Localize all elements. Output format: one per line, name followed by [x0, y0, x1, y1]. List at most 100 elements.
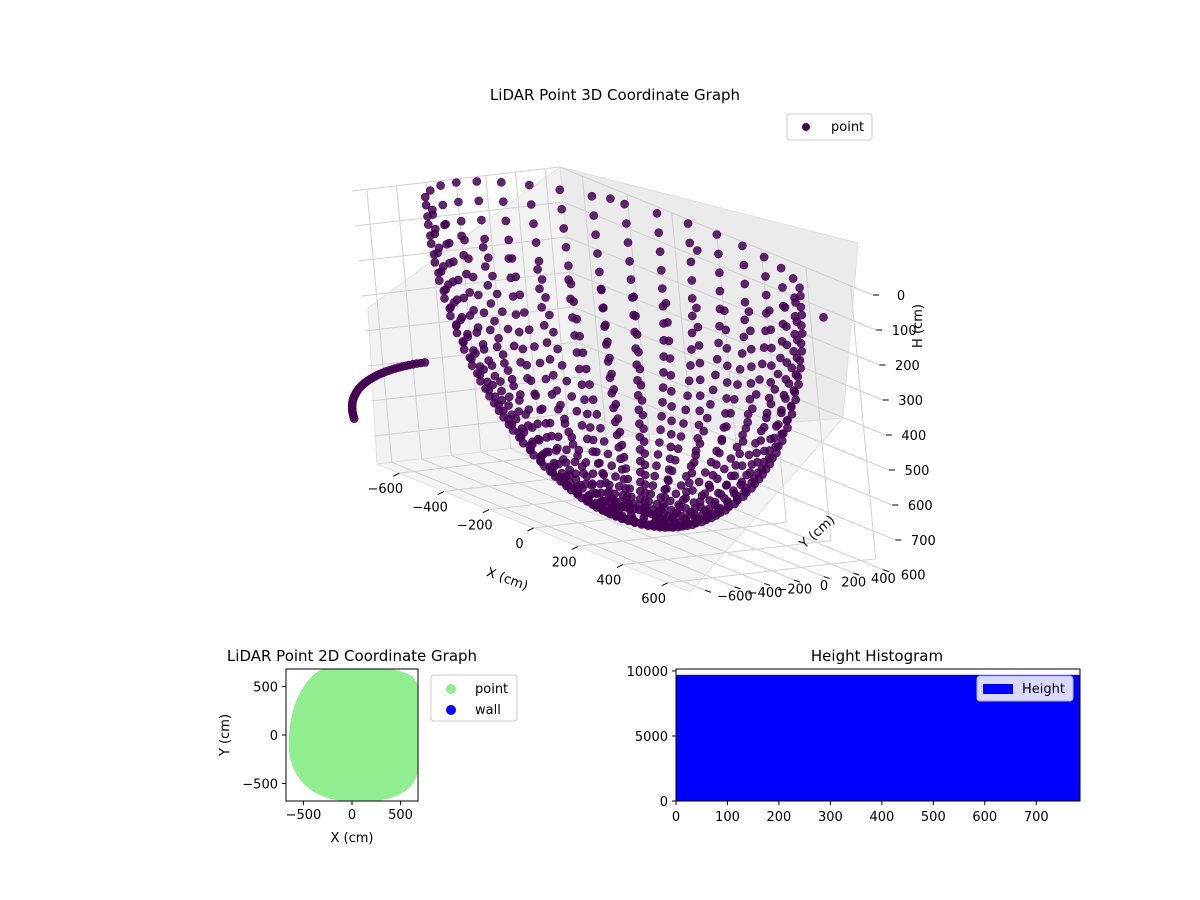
data-point-3d — [714, 338, 723, 348]
data-point-3d — [514, 327, 524, 337]
data-point-3d — [717, 436, 727, 446]
data-point-3d — [793, 372, 803, 382]
legend-3d-frame — [786, 113, 873, 141]
data-point-3d — [687, 345, 696, 354]
z-tick-label-3d: 700 — [911, 534, 936, 549]
data-point-3d — [607, 461, 617, 471]
data-point-3d — [564, 261, 573, 271]
x-tick-label-hist: 600 — [972, 810, 997, 825]
x-tick-label-3d: −400 — [412, 500, 448, 515]
data-point-3d — [531, 238, 541, 247]
data-point-3d — [545, 310, 554, 320]
ticks-2d: −500 0 500 −500 0 500 — [242, 680, 413, 823]
data-point-3d — [612, 430, 622, 440]
data-point-3d — [548, 370, 558, 380]
data-point-3d — [755, 375, 764, 384]
data-point-3d — [638, 410, 648, 420]
data-point-3d — [575, 331, 585, 341]
data-point-3d — [504, 401, 513, 410]
data-point-3d — [795, 283, 804, 293]
data-point-3d — [761, 272, 770, 281]
y-tick-3d — [882, 569, 890, 573]
data-point-3d — [664, 336, 674, 346]
data-point-3d — [744, 307, 754, 316]
data-point-3d — [667, 416, 676, 426]
data-point-3d — [640, 470, 650, 480]
data-point-3d — [492, 342, 502, 352]
data-point-3d — [496, 178, 506, 187]
data-point-3d — [587, 481, 597, 490]
data-point-3d — [570, 457, 580, 467]
data-point-3d — [715, 321, 724, 331]
data-point-3d — [726, 454, 736, 463]
data-point-3d — [657, 411, 666, 421]
y-tick-label-3d: 0 — [820, 579, 828, 594]
data-point-3d — [603, 449, 613, 459]
data-point-3d — [788, 274, 798, 283]
data-point-3d — [794, 380, 803, 389]
data-point-3d — [542, 338, 552, 347]
data-point-3d — [597, 285, 606, 295]
data-point-3d — [587, 191, 597, 201]
grid-line-x — [805, 267, 832, 541]
data-point-3d — [766, 399, 776, 409]
data-point-3d — [582, 409, 592, 419]
data-point-3d — [782, 322, 791, 331]
x-tick-3d — [527, 527, 534, 532]
data-point-3d — [473, 290, 483, 300]
y-tick-label-3d: −400 — [747, 586, 783, 601]
data-point-3d — [591, 230, 600, 239]
data-point-3d — [452, 328, 462, 338]
data-point-3d — [795, 356, 805, 365]
data-point-3d — [679, 419, 688, 428]
data-point-3d — [596, 423, 605, 433]
legend-hist-frame — [976, 675, 1074, 702]
data-point-3d — [673, 444, 683, 454]
x-axis-label-2d: X (cm) — [331, 831, 374, 846]
grid-line-y — [480, 451, 795, 581]
data-point-3d — [692, 303, 701, 313]
data-point-3d — [739, 332, 749, 342]
data-point-3d — [539, 320, 549, 330]
data-point-3d — [430, 257, 440, 267]
data-point-3d — [721, 325, 731, 335]
data-point-3d — [747, 460, 757, 469]
data-point-3d — [745, 394, 755, 404]
grid-line-x — [850, 285, 877, 559]
data-point-3d — [477, 215, 486, 225]
data-point-3d — [721, 481, 731, 490]
data-point-3d — [492, 289, 502, 299]
y-tick-label-hist: 5000 — [635, 730, 668, 745]
grid-line-y — [396, 185, 423, 459]
data-point-3d — [783, 423, 792, 433]
data-point-3d — [503, 366, 513, 375]
data-point-3d — [666, 442, 676, 452]
data-point-3d — [639, 424, 648, 434]
data-point-3d — [509, 381, 518, 391]
data-point-3d — [551, 446, 561, 455]
data-point-3d — [778, 283, 787, 292]
x-tick-3d — [616, 564, 624, 569]
x-tick-3d — [393, 472, 400, 477]
grid-line-y — [451, 454, 765, 584]
point-cloud-2d — [288, 669, 418, 801]
data-point-3d — [766, 377, 776, 387]
data-point-3d — [666, 370, 676, 380]
y-tick-label-hist: 10000 — [627, 665, 668, 680]
x-tick-label-hist: 400 — [869, 810, 894, 825]
data-point-3d — [591, 447, 601, 457]
data-point-3d — [635, 364, 645, 374]
data-point-3d — [541, 374, 551, 384]
x-tick-3d — [437, 490, 445, 495]
data-point-3d — [767, 343, 776, 353]
data-point-3d — [693, 322, 703, 332]
data-point-3d — [421, 200, 431, 210]
data-point-3d — [620, 199, 629, 209]
grid-line-z — [351, 166, 874, 296]
grid-line-x — [671, 212, 698, 486]
data-point-3d — [522, 360, 532, 370]
data-point-3d — [580, 395, 589, 405]
x-tick-label-2d: 500 — [388, 808, 413, 823]
data-point-3d — [577, 420, 587, 430]
